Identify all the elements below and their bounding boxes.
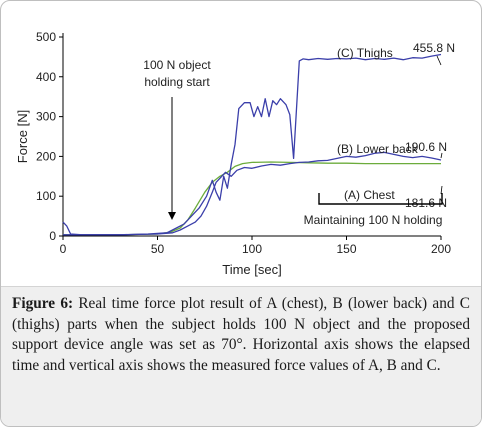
series-end-value-label: 455.8 N [413,41,455,55]
force-chart: 0 100 200 300 400 500 0 50 100 150 200 Time [sec] Fo… [1,1,481,286]
x-tick-label: 100 [242,242,262,256]
series-name-label: (C) Thighs [337,46,393,60]
caption-box: Figure 6: Real time force plot result of… [1,286,481,426]
series-line-b-lower-back [63,151,442,236]
end-value-leader [436,55,442,66]
end-value-leader [440,185,443,195]
series-line-c-thighs [62,53,442,236]
x-tick-label: 50 [151,242,165,256]
chart-svg: 0 100 200 300 400 500 0 50 100 150 200 Time [sec] Fo… [15,30,455,277]
annotation-maintaining: Maintaining 100 N holding [304,213,443,227]
series-line-a-chest [63,161,441,236]
series-name-label: (A) Chest [344,188,395,202]
y-tick-label: 300 [36,110,56,124]
x-axis-label: Time [sec] [222,262,281,277]
y-tick-label: 0 [49,229,56,243]
maintaining-bracket [318,193,443,205]
x-tick-label: 200 [431,242,451,256]
caption-label: Figure 6: [12,295,74,312]
y-tick-label: 400 [36,70,56,84]
y-tick-label: 500 [36,30,56,44]
x-tick-label: 150 [336,242,356,256]
y-tick-label: 100 [36,189,56,203]
series-name-label: (B) Lower back [337,142,419,156]
y-tick-label: 200 [36,149,56,163]
x-tick-label: 0 [60,242,67,256]
figure-caption: Figure 6: Real time force plot result of… [12,294,470,376]
series-end-value-label: 181.6 N [405,196,447,210]
annotation-holding-start: 100 N object [143,58,211,72]
end-value-leader [440,152,443,159]
annotation-arrow-head [168,212,176,220]
caption-text: Real time force plot result of A (chest)… [12,295,470,374]
annotation-holding-start: holding start [144,75,210,89]
y-axis-label: Force [N] [15,110,30,163]
series-end-value-label: 190.6 N [405,140,447,154]
